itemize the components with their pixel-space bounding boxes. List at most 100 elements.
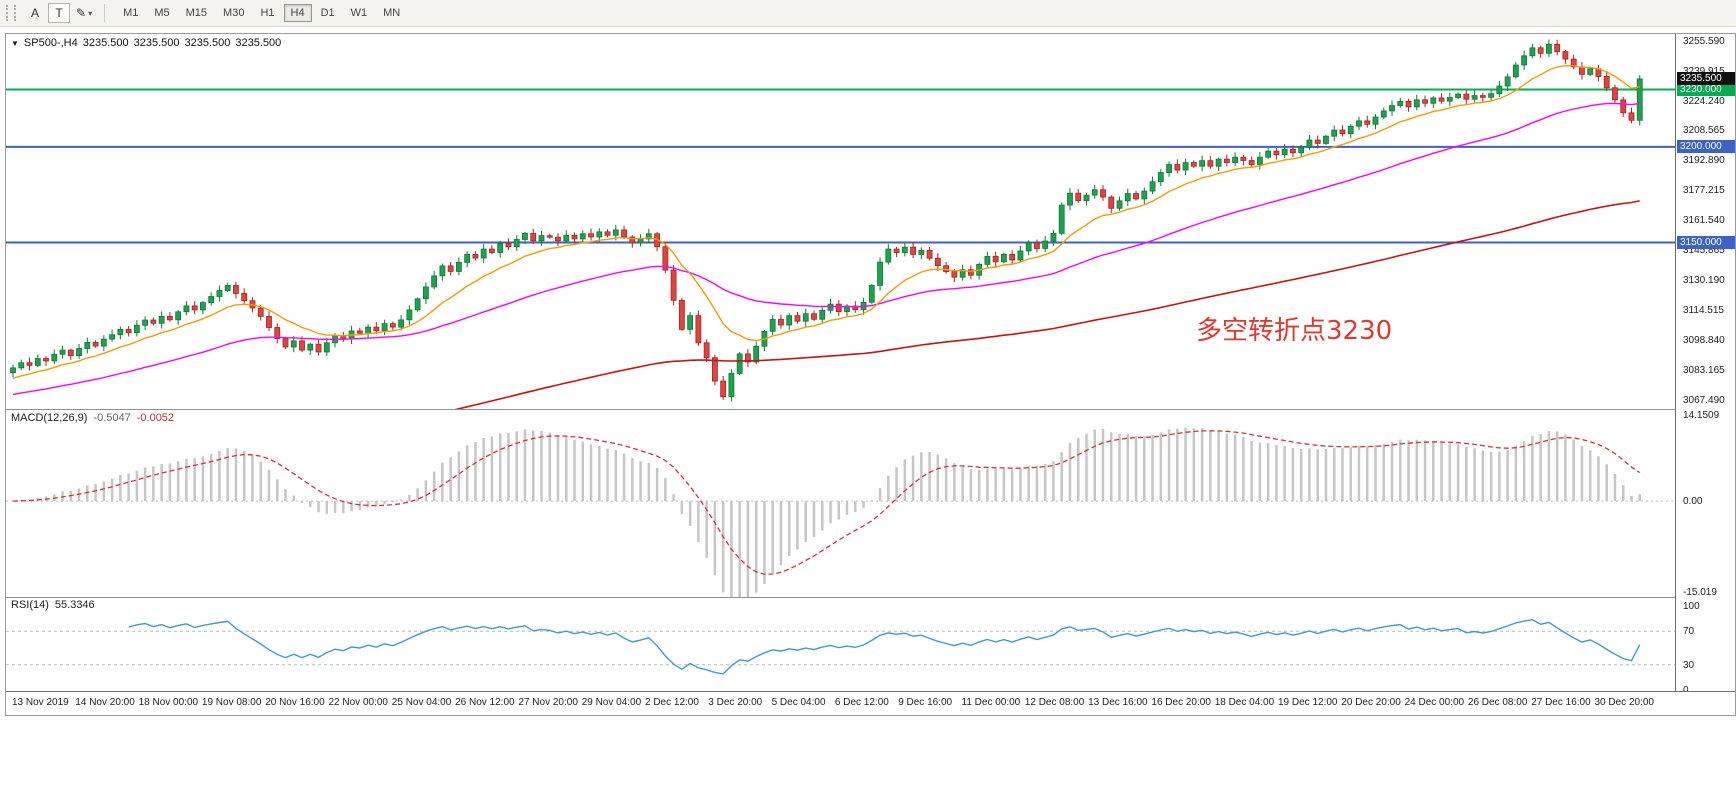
candle-body — [1587, 68, 1594, 75]
ma-fast-line — [12, 64, 1640, 379]
candle-body — [819, 309, 826, 320]
candle-body — [92, 342, 99, 347]
candle-body — [538, 235, 545, 242]
candle-body — [530, 232, 537, 242]
rsi-scale-label: 70 — [1683, 626, 1695, 638]
cursor-tool-button[interactable]: A — [24, 3, 46, 23]
panel-splitter[interactable] — [6, 409, 1735, 410]
macd-scale-label: -15.019 — [1683, 587, 1717, 599]
time-axis-label: 27 Dec 16:00 — [1531, 697, 1591, 708]
candle-body — [612, 229, 619, 236]
hline-tag-3200: 3200.000 — [1677, 140, 1735, 154]
candle-body — [1273, 150, 1280, 156]
price-scale-label: 3067.490 — [1683, 395, 1725, 407]
candle-body — [637, 238, 644, 244]
candle-body — [662, 246, 669, 271]
candle-body — [513, 239, 520, 248]
candle-body — [1067, 192, 1073, 206]
timeframe-m1-button[interactable]: M1 — [116, 4, 145, 22]
candle-body — [695, 315, 702, 344]
text-tool-button[interactable]: T — [48, 3, 70, 23]
time-axis-label: 11 Dec 00:00 — [961, 697, 1021, 708]
annotation-text: 多空转折点3230 — [1196, 316, 1393, 346]
candle-body — [769, 319, 776, 332]
ma-medium-line — [12, 102, 1640, 396]
candle-body — [1091, 189, 1098, 196]
candle-body — [1488, 93, 1495, 98]
candle-body — [1504, 76, 1511, 87]
candle-body — [596, 231, 603, 238]
price-scale[interactable]: 3255.590 3239.915 3224.240 3208.565 3192.890… — [1675, 34, 1735, 696]
time-axis-label: 25 Nov 04:00 — [391, 697, 452, 708]
candle-body — [1141, 190, 1148, 200]
time-axis-label: 14 Nov 20:00 — [75, 697, 135, 708]
time-axis[interactable]: 13 Nov 2019 14 Nov 20:00 18 Nov 00:00 19 No… — [6, 691, 1735, 715]
rsi-label: RSI(14) — [11, 599, 49, 611]
ohlc-low: 3235.500 — [184, 37, 231, 49]
current-price-tag: 3235.500 — [1677, 72, 1735, 86]
candle-body — [1083, 194, 1090, 202]
price-panel[interactable]: ▼ SP500-,H4 3235.500 3235.500 3235.500 3… — [6, 34, 1675, 409]
candle-body — [835, 303, 842, 313]
candle-body — [1240, 156, 1247, 161]
time-axis-label: 12 Dec 08:00 — [1024, 697, 1085, 708]
timeframe-mn-button[interactable]: MN — [376, 4, 407, 22]
candle-body — [1537, 47, 1544, 54]
time-axis-label: 5 Dec 04:00 — [771, 697, 826, 708]
timeframe-w1-button[interactable]: W1 — [344, 4, 375, 22]
candle-body — [629, 236, 636, 244]
candle-body — [1166, 164, 1172, 173]
toolbar-drag-handle[interactable] — [6, 5, 16, 21]
candle-body — [604, 231, 611, 236]
toolbar-separator — [104, 4, 106, 22]
draw-tool-button[interactable]: ✎ ▾ — [72, 3, 96, 23]
top-toolbar: A T ✎ ▾ M1 M5 M15 M30 H1 H4 D1 W1 MN — [0, 0, 1736, 27]
timeframe-d1-button[interactable]: D1 — [314, 4, 342, 22]
candle-body — [175, 311, 182, 321]
timeframe-h1-button[interactable]: H1 — [253, 4, 281, 22]
candle-body — [745, 353, 751, 363]
candle-body — [959, 269, 966, 278]
candle-body — [150, 319, 157, 324]
time-axis-label: 26 Dec 08:00 — [1467, 697, 1528, 708]
candle-body — [67, 349, 74, 357]
candle-body — [1356, 120, 1362, 127]
rsi-panel[interactable]: RSI(14) 55.3346 — [6, 598, 1675, 691]
timeframe-m15-button[interactable]: M15 — [179, 4, 214, 22]
candle-body — [1034, 242, 1040, 249]
candle-body — [505, 242, 512, 248]
candle-body — [736, 353, 743, 374]
candle-body — [1512, 64, 1519, 78]
candle-body — [216, 290, 223, 297]
candle-body — [1463, 93, 1470, 100]
candle-body — [1174, 164, 1181, 171]
price-scale-label: 3098.840 — [1683, 335, 1725, 347]
candle-body — [224, 285, 231, 291]
price-scale-label: 3224.240 — [1683, 95, 1725, 107]
macd-value-main: -0.5047 — [93, 412, 131, 424]
price-scale-label: 3114.515 — [1683, 305, 1724, 317]
candle-body — [266, 315, 272, 328]
chart-dropdown-icon[interactable]: ▼ — [11, 38, 19, 48]
ohlc-high: 3235.500 — [133, 37, 180, 49]
candle-body — [1281, 148, 1288, 156]
candle-body — [1570, 58, 1577, 68]
timeframe-m30-button[interactable]: M30 — [216, 4, 251, 22]
candle-body — [398, 319, 405, 328]
chart-window: ▼ SP500-,H4 3235.500 3235.500 3235.500 3… — [5, 33, 1736, 716]
candle-body — [1100, 189, 1106, 198]
candle-body — [414, 298, 421, 311]
candle-body — [1620, 99, 1627, 114]
candle-body — [546, 235, 553, 238]
candle-body — [1479, 95, 1486, 98]
macd-scale-label: 0.00 — [1683, 496, 1703, 508]
timeframe-m5-button[interactable]: M5 — [147, 4, 176, 22]
timeframe-h4-button[interactable]: H4 — [283, 4, 312, 22]
panel-splitter[interactable] — [6, 597, 1735, 598]
candle-body — [1199, 160, 1205, 167]
candle-body — [315, 343, 322, 353]
price-scale-label: 3145.865 — [1683, 245, 1725, 257]
time-axis-label: 18 Nov 00:00 — [138, 697, 199, 708]
macd-panel[interactable]: MACD(12,26,9) -0.5047 -0.0052 — [6, 410, 1675, 597]
rsi-line — [128, 618, 1641, 675]
